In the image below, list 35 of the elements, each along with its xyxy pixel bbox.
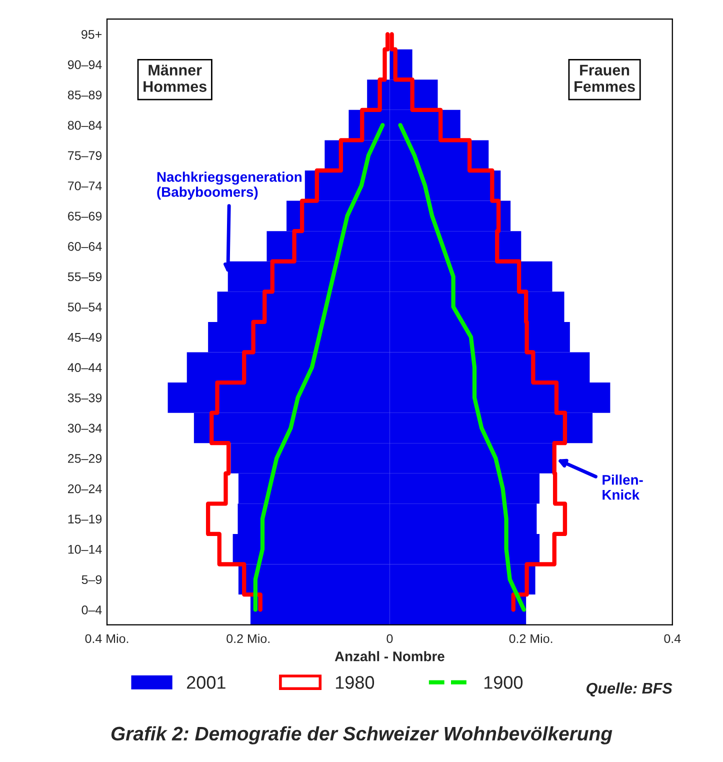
- y-tick-label: 40–44: [68, 363, 102, 372]
- y-tick-label: 90–94: [68, 60, 102, 70]
- annotation: Frauen Femmes: [574, 64, 635, 92]
- legend-label: 1980: [336, 676, 374, 689]
- y-tick-label: 45–49: [68, 332, 102, 342]
- y-tick-label: 60–64: [68, 242, 102, 251]
- y-tick-label: 55–59: [68, 272, 102, 282]
- legend-label: 1900: [484, 676, 523, 689]
- y-tick-label: 30–34: [68, 424, 102, 433]
- y-tick-label: 5–9: [82, 575, 102, 584]
- y-tick-label: 65–69: [68, 212, 102, 221]
- text: Grafik 2: Demografie der Schweizer Wohnbevölkerung: [111, 726, 612, 744]
- y-tick-label: 70–74: [68, 181, 102, 190]
- annotation: Pillen- Knick: [602, 474, 643, 500]
- y-tick-label: 85–89: [68, 90, 102, 100]
- y-tick-label: 80–84: [68, 120, 102, 130]
- x-tick-label: 0.4 Mio.: [85, 634, 128, 644]
- y-tick-label: 20–24: [68, 484, 102, 494]
- annotation: Nachkriegsgeneration (Babyboomers): [157, 172, 302, 200]
- source-note: Quelle: BFS: [586, 682, 672, 697]
- y-tick-label: 50–54: [68, 302, 102, 312]
- annotation: Männer Hommes: [144, 64, 206, 92]
- y-tick-label: 10–14: [68, 544, 102, 554]
- x-tick-label: 0.2 Mio.: [226, 634, 270, 644]
- y-tick-label: 95+: [82, 30, 102, 39]
- y-tick-label: 0–4: [82, 605, 102, 614]
- x-tick-label: 0.2 Mio.: [509, 634, 552, 644]
- x-tick-label: 0: [386, 634, 393, 644]
- y-tick-label: 35–39: [68, 393, 102, 402]
- legend-label: 2001: [187, 676, 226, 689]
- x-axis-title: Anzahl - Nombre: [334, 651, 444, 662]
- y-tick-label: 75–79: [68, 151, 102, 160]
- x-tick-label: 0.4: [664, 634, 681, 644]
- y-tick-label: 15–19: [68, 514, 102, 524]
- y-tick-label: 25–29: [68, 454, 102, 463]
